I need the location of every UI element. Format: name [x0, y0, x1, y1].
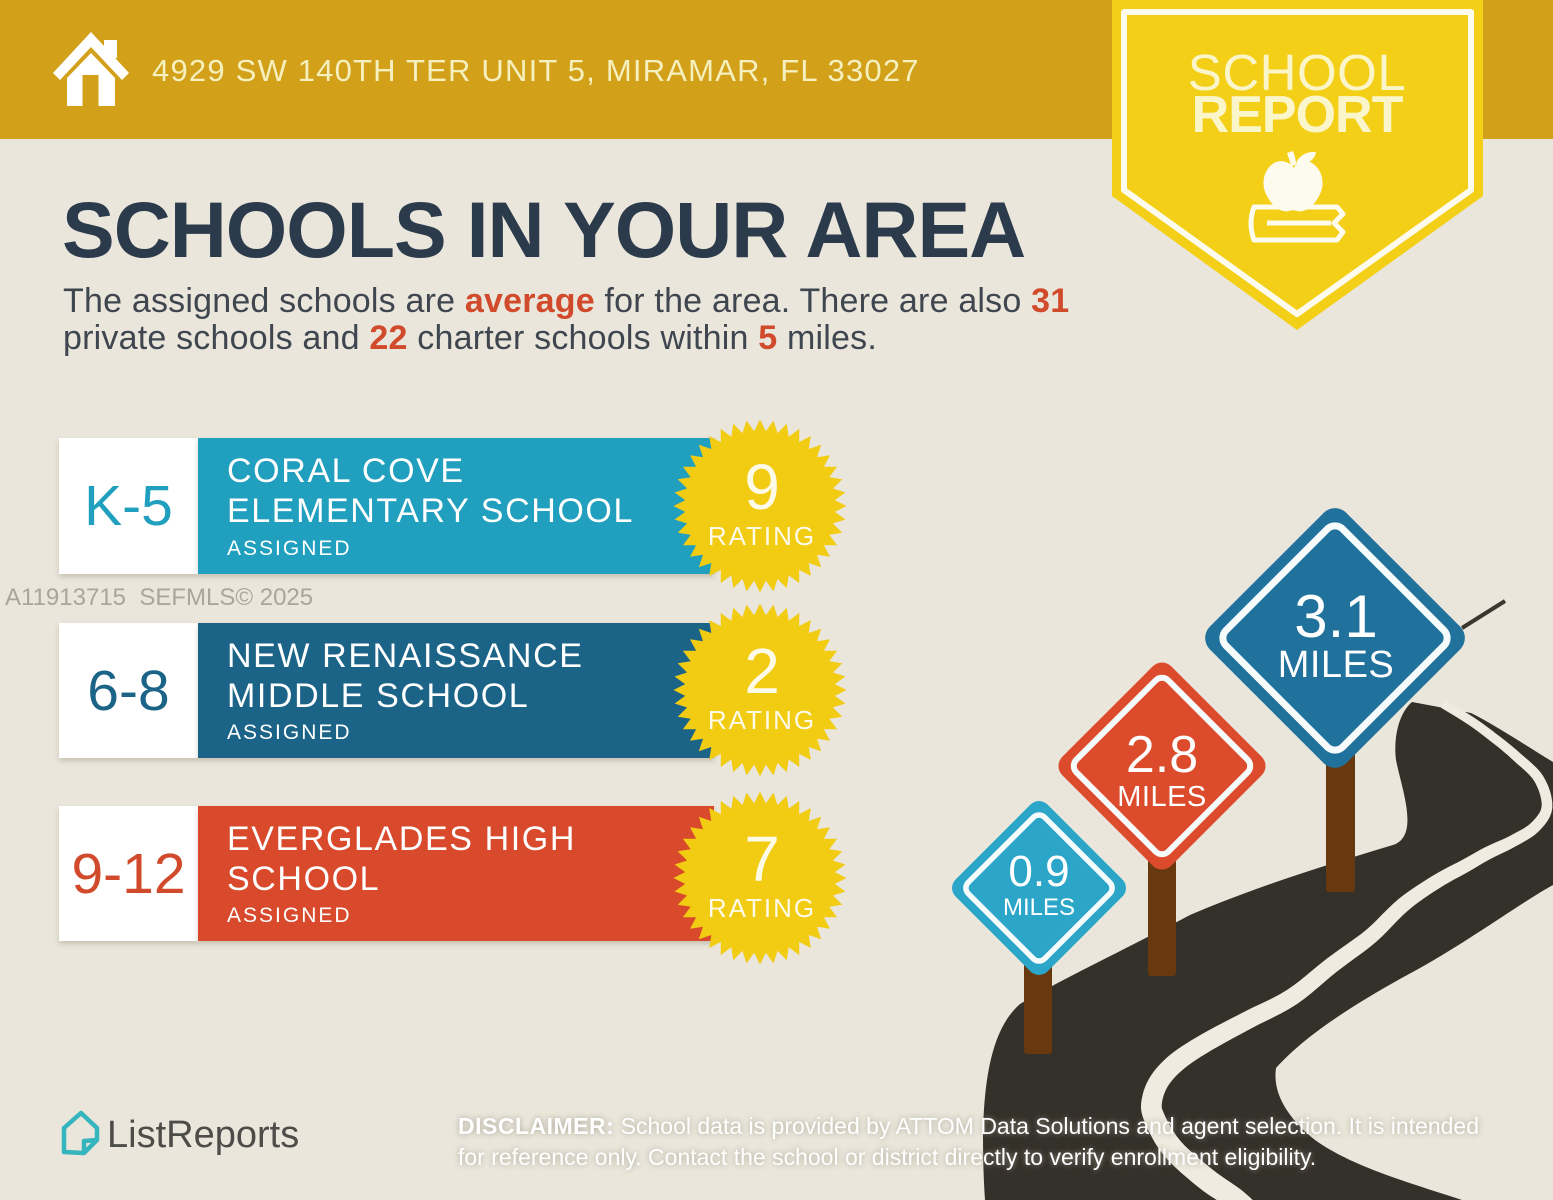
svg-text:SCHOOL: SCHOOL — [1188, 44, 1406, 101]
svg-text:MILES: MILES — [1117, 781, 1207, 813]
svg-text:9: 9 — [744, 451, 780, 523]
svg-text:2: 2 — [744, 635, 780, 707]
svg-text:REPORT: REPORT — [1192, 86, 1404, 144]
svg-text:7: 7 — [744, 823, 780, 895]
svg-text:MILES: MILES — [1278, 644, 1395, 686]
svg-text:RATING: RATING — [708, 521, 816, 551]
svg-text:RATING: RATING — [708, 893, 816, 923]
svg-text:0.9: 0.9 — [1008, 847, 1069, 896]
svg-text:3.1: 3.1 — [1294, 583, 1377, 650]
svg-text:2.8: 2.8 — [1126, 726, 1198, 784]
svg-text:MILES: MILES — [1003, 894, 1075, 921]
svg-text:RATING: RATING — [708, 705, 816, 735]
